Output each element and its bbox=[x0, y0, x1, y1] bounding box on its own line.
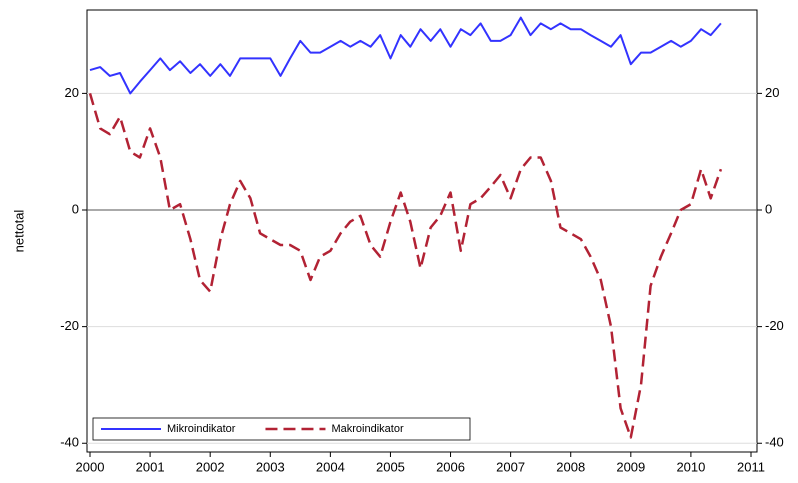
x-tick-label: 2009 bbox=[616, 459, 645, 474]
x-tick-label: 2004 bbox=[316, 459, 345, 474]
y-axis-label: nettotal bbox=[11, 210, 26, 253]
x-tick-label: 2005 bbox=[376, 459, 405, 474]
plot-frame bbox=[86, 9, 758, 453]
x-tick-label: 2000 bbox=[76, 459, 105, 474]
y2-tick-label: 0 bbox=[765, 201, 772, 216]
x-tick-label: 2002 bbox=[196, 459, 225, 474]
legend-label: Mikroindikator bbox=[167, 423, 236, 435]
series-line bbox=[89, 16, 722, 95]
x-tick-label: 2001 bbox=[136, 459, 165, 474]
y-tick-label: 0 bbox=[72, 201, 79, 216]
legend-box bbox=[92, 417, 471, 441]
y2-tick-label: -40 bbox=[765, 435, 784, 450]
y-tick-label: -40 bbox=[60, 435, 79, 450]
y-tick-label: -20 bbox=[60, 318, 79, 333]
y2-tick-label: -20 bbox=[765, 318, 784, 333]
x-tick-label: 2008 bbox=[556, 459, 585, 474]
x-tick-label: 2003 bbox=[256, 459, 285, 474]
x-tick-label: 2007 bbox=[496, 459, 525, 474]
y-tick-label: 20 bbox=[65, 85, 79, 100]
legend-label: Makroindikator bbox=[331, 423, 403, 435]
x-tick-label: 2010 bbox=[676, 459, 705, 474]
x-tick-label: 2006 bbox=[436, 459, 465, 474]
x-tick-label: 2011 bbox=[737, 459, 765, 474]
series-line bbox=[88, 93, 723, 439]
y2-tick-label: 20 bbox=[765, 85, 779, 100]
